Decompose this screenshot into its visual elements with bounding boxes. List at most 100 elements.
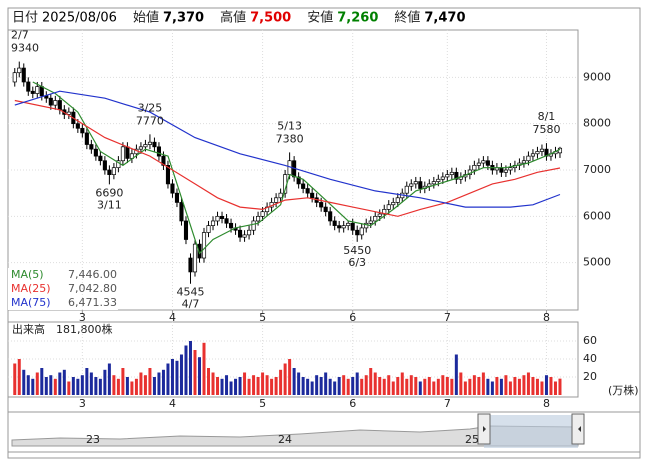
volume-bar (130, 381, 134, 395)
candle-body (210, 220, 216, 226)
candle-body (436, 178, 441, 182)
volume-bar (342, 375, 346, 395)
volume-bar (261, 372, 265, 395)
navigator-label: 24 (278, 433, 292, 446)
volume-bar (490, 381, 494, 395)
annotation-date: 6/3 (348, 256, 366, 269)
volume-bar (526, 372, 530, 395)
candle-body (413, 181, 418, 185)
header-label: 終値 (394, 10, 420, 26)
x-tick-label: 4 (169, 397, 176, 410)
candle-body (332, 220, 337, 226)
candle-body (368, 220, 373, 224)
volume-bar (324, 372, 328, 395)
volume-bar (333, 381, 337, 395)
candle-body (39, 86, 44, 97)
annotation-date: 5/13 (277, 119, 302, 132)
volume-bar (62, 369, 66, 395)
volume-bar (558, 378, 562, 395)
volume-bar (454, 354, 458, 395)
navigator-window[interactable] (484, 415, 578, 448)
volume-bar (364, 375, 368, 395)
y-tick-label: 5000 (583, 256, 611, 269)
candle-body (120, 146, 125, 162)
candle-body (206, 225, 211, 233)
candle-body (80, 127, 85, 134)
legend-name: MA(25) (11, 282, 51, 295)
candle-body (274, 197, 279, 203)
candle-body (503, 169, 508, 173)
volume-bar (436, 378, 440, 395)
header-value: 7,500 (250, 11, 291, 26)
volume-bar (423, 378, 427, 395)
volume-bar (522, 375, 526, 395)
candle-body (346, 222, 351, 226)
candle-body (125, 146, 130, 159)
volume-bar (517, 378, 521, 395)
candle-body (418, 181, 423, 189)
volume-bar (445, 377, 449, 395)
candle-body (183, 220, 189, 240)
volume-bar (405, 378, 409, 395)
volume-bar (166, 363, 170, 395)
candle-body (66, 111, 71, 115)
volume-bar (283, 363, 287, 395)
volume-bar (58, 372, 62, 395)
candle-body (111, 167, 116, 175)
candle-body (201, 232, 207, 259)
candle-body (188, 257, 193, 273)
volume-bar (292, 368, 296, 395)
volume-bar (378, 377, 382, 395)
candle-body (481, 160, 486, 164)
volume-bar (26, 375, 30, 395)
volume-bar (202, 342, 206, 395)
y-tick-label: 60 (583, 334, 597, 347)
volume-bar (170, 359, 174, 395)
candle-body (521, 160, 526, 164)
volume-bar (553, 381, 557, 395)
y-tick-label: 8000 (583, 117, 611, 130)
header-value: 7,470 (424, 11, 465, 26)
volume-bar (67, 381, 71, 395)
candle-body (247, 229, 252, 236)
volume-bar (328, 378, 332, 395)
y-tick-label: 20 (583, 370, 597, 383)
legend-box (8, 268, 118, 310)
header-label: 始値 (133, 10, 159, 26)
candle-body (219, 215, 225, 219)
y-tick-label: 6000 (583, 209, 611, 222)
candle-body (84, 132, 89, 145)
volume-bar (98, 378, 102, 395)
volume-bar (157, 372, 161, 395)
candle-body (350, 222, 355, 231)
ma-line (32, 81, 561, 255)
candle-body (404, 185, 409, 194)
volume-bar (13, 363, 17, 395)
candle-body (152, 141, 157, 148)
volume-bar (220, 378, 224, 395)
volume-bar (481, 372, 485, 395)
volume-bar (463, 381, 467, 395)
volume-unit: (万株) (608, 383, 639, 397)
header-label: 日付 (12, 11, 38, 26)
x-tick-label: 5 (259, 311, 266, 324)
annotation-date: 8/1 (538, 110, 556, 123)
volume-bar (225, 375, 229, 395)
header-label: 高値 (220, 10, 246, 26)
volume-bar (247, 378, 251, 395)
volume-bar (216, 377, 220, 395)
volume-bar (472, 375, 476, 395)
volume-bar (540, 381, 544, 395)
volume-bar (184, 345, 188, 395)
volume-bar (80, 375, 84, 395)
volume-label: 出来高 181,800株 (12, 322, 113, 336)
navigator-label: 25 (465, 433, 479, 446)
candle-body (17, 67, 22, 74)
annotation-price: 7580 (532, 123, 560, 136)
volume-bar (40, 368, 44, 395)
x-tick-label: 8 (543, 397, 550, 410)
candle-body (102, 160, 107, 171)
volume-bar (450, 378, 454, 395)
volume-bar (535, 378, 539, 395)
